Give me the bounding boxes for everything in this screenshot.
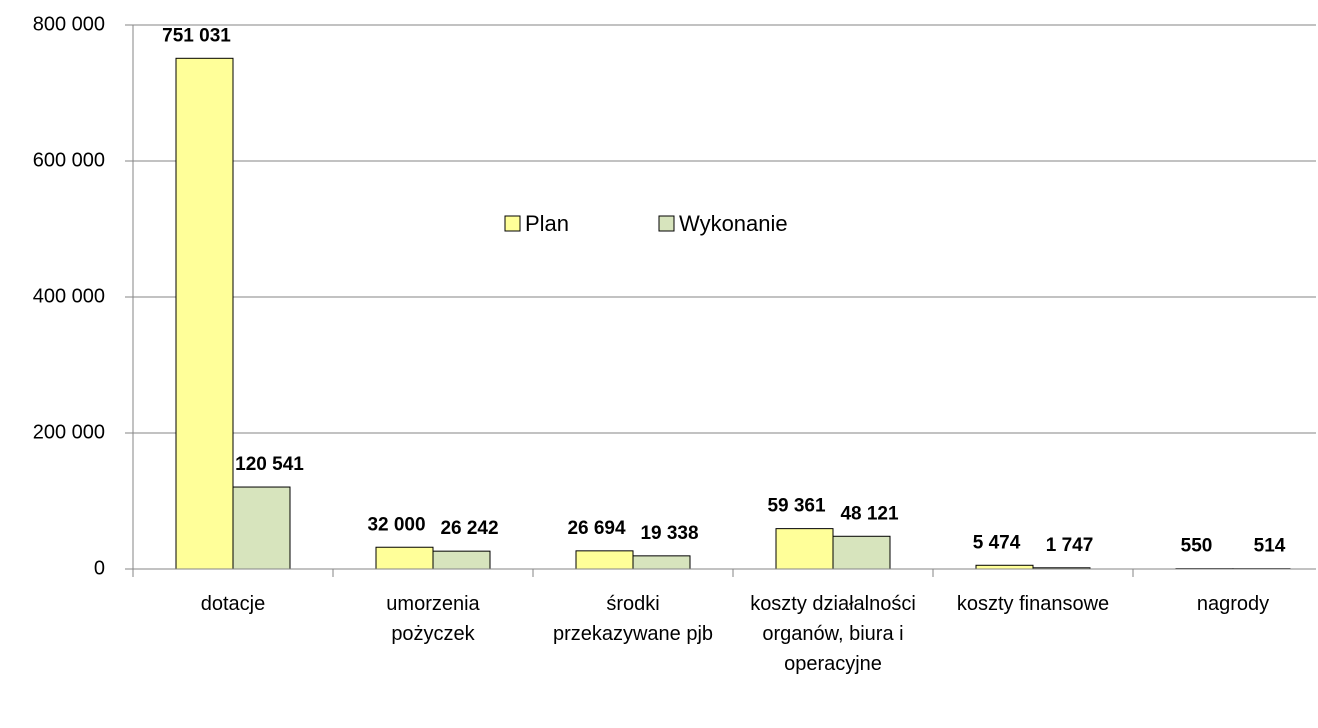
bar	[575, 550, 634, 570]
data-label: 751 031	[162, 25, 231, 46]
bar	[432, 550, 491, 570]
y-tick-label: 200 000	[33, 421, 105, 443]
data-label: 120 541	[235, 454, 304, 475]
x-tick-label: koszty działalności organów, biura i ope…	[750, 593, 916, 675]
data-label: 59 361	[767, 496, 826, 517]
data-label: 26 694	[567, 518, 626, 539]
x-tick-label: dotacje	[200, 593, 266, 615]
data-label: 32 000	[367, 514, 425, 535]
y-tick-label: 400 000	[33, 285, 105, 307]
bar	[832, 535, 891, 570]
data-label: 5 474	[973, 532, 1021, 553]
bar	[232, 486, 291, 570]
data-label: 1 747	[1046, 535, 1094, 556]
bar	[375, 546, 434, 570]
x-tick-label: nagrody	[1196, 593, 1270, 615]
data-label: 514	[1254, 536, 1286, 557]
data-label: 48 121	[840, 503, 899, 524]
legend-label: Plan	[525, 211, 569, 236]
y-tick-label: 600 000	[33, 149, 105, 171]
y-tick-label: 0	[94, 557, 105, 579]
x-tick-label: umorzenia pożyczek	[386, 593, 480, 645]
legend-label: Wykonanie	[679, 211, 788, 236]
data-label: 19 338	[640, 523, 698, 544]
bar	[632, 555, 691, 570]
legend-swatch	[504, 215, 521, 232]
x-tick-label: koszty finansowe	[956, 593, 1110, 615]
data-label: 26 242	[440, 518, 498, 539]
legend-swatch	[658, 215, 675, 232]
x-tick-label: środki przekazywane pjb	[552, 593, 714, 645]
y-tick-label: 800 000	[33, 13, 105, 35]
bar	[175, 57, 234, 570]
bar	[975, 564, 1034, 570]
bar	[775, 528, 834, 570]
data-label: 550	[1181, 536, 1213, 557]
